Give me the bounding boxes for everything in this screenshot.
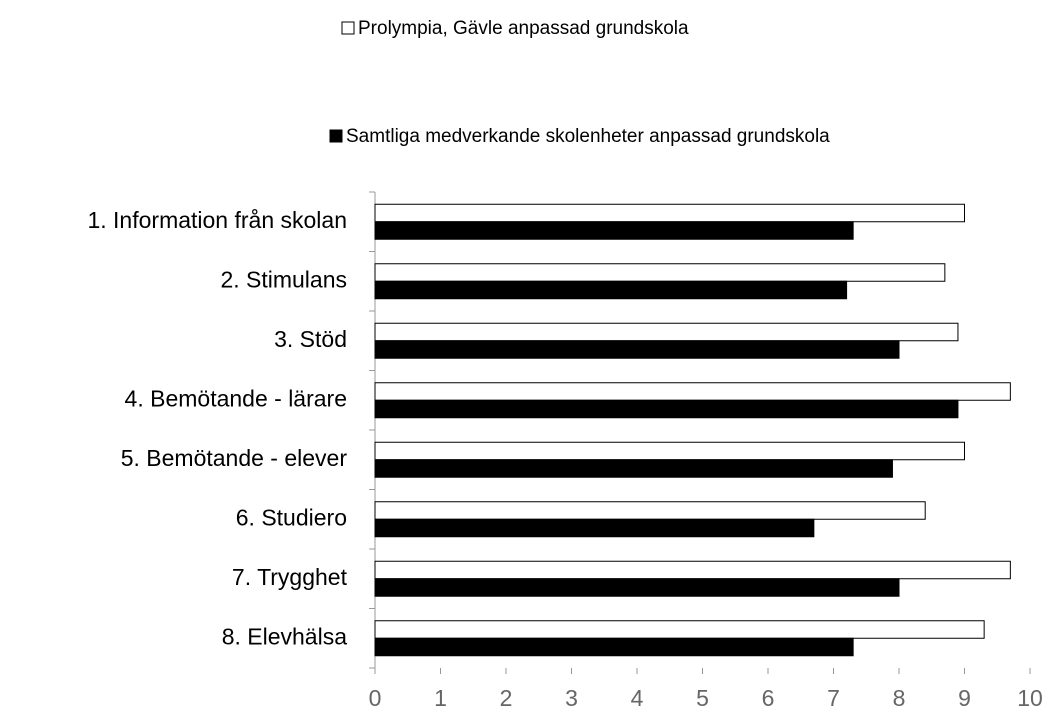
x-tick-label: 4 (631, 685, 644, 711)
bar (374, 578, 900, 597)
y-tick-label: 1. Information från skolan (87, 207, 347, 233)
y-tick-label: 6. Studiero (236, 504, 347, 530)
x-tick-label: 7 (827, 685, 840, 711)
y-tick-label: 2. Stimulans (220, 266, 347, 292)
x-tick-label: 0 (369, 685, 382, 711)
y-tick-label: 4. Bemötande - lärare (125, 385, 347, 411)
x-tick-label: 8 (893, 685, 906, 711)
x-tick-label: 2 (500, 685, 513, 711)
bar (374, 221, 854, 240)
bar (374, 399, 959, 419)
bar (374, 263, 946, 282)
legend-swatch (341, 21, 355, 35)
legend-swatch (329, 129, 343, 143)
bar (374, 340, 900, 359)
bar (374, 280, 848, 300)
legend-label: Prolympia, Gävle anpassad grundskola (358, 18, 689, 39)
x-tick-label: 10 (1017, 685, 1043, 711)
bar (374, 501, 926, 520)
bar (374, 322, 959, 342)
y-tick-label: 7. Trygghet (232, 564, 348, 590)
y-tick-label: 5. Bemötande - elever (121, 445, 348, 471)
x-tick-label: 3 (565, 685, 578, 711)
x-tick-label: 6 (762, 685, 775, 711)
x-tick-label: 1 (434, 685, 447, 711)
bar (374, 637, 854, 657)
bar (374, 560, 1011, 580)
bar (374, 441, 965, 461)
y-tick-label: 3. Stöd (274, 326, 347, 352)
legend-label: Samtliga medverkande skolenheter anpassa… (346, 126, 830, 147)
bar (374, 620, 985, 639)
x-tick-label: 9 (958, 685, 971, 711)
bar (374, 382, 1011, 401)
bar (374, 518, 815, 538)
bar (374, 203, 965, 223)
x-tick-label: 5 (696, 685, 709, 711)
bar (374, 459, 893, 478)
y-tick-label: 8. Elevhälsa (222, 623, 348, 649)
